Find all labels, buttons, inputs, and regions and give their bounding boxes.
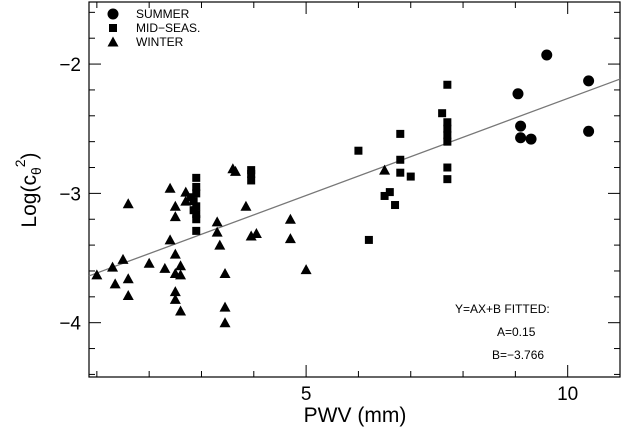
point-mid-seas: [189, 197, 198, 206]
point-mid-seas: [391, 201, 400, 210]
point-mid-seas: [247, 169, 256, 178]
point-winter: [219, 317, 231, 328]
point-winter: [143, 257, 155, 268]
point-mid-seas: [443, 175, 452, 184]
legend-marker-winter: [107, 36, 119, 47]
point-mid-seas: [364, 235, 373, 244]
point-summer: [583, 75, 595, 87]
legend-label-winter: WINTER: [136, 35, 184, 49]
point-mid-seas: [380, 191, 389, 200]
legend-marker-mid-seas: [109, 24, 117, 32]
point-winter: [91, 269, 103, 280]
y-tick-label: −3: [59, 184, 81, 205]
point-winter: [164, 234, 176, 245]
fit-layer: [88, 78, 621, 277]
point-winter: [169, 211, 181, 222]
point-summer: [525, 133, 537, 145]
x-tick-label: 5: [301, 384, 312, 405]
point-winter: [284, 213, 296, 224]
y-axis-title-close: ): [18, 152, 41, 159]
point-winter: [229, 165, 241, 176]
fit-annotation-a: A=0.15: [497, 325, 536, 339]
point-mid-seas: [396, 129, 405, 138]
point-mid-seas: [192, 189, 201, 198]
point-winter: [107, 261, 119, 272]
y-axis-title-sup: 2: [12, 159, 28, 167]
point-winter: [122, 273, 134, 284]
point-mid-seas: [443, 124, 452, 133]
axis-ticks: [89, 2, 621, 377]
point-mid-seas: [247, 176, 256, 185]
point-winter: [117, 253, 129, 264]
y-tick-label: −2: [59, 55, 81, 76]
y-tick-labels: −4 −3 −2: [59, 55, 81, 335]
point-mid-seas: [406, 172, 415, 181]
legend-marker-summer: [107, 8, 119, 20]
point-winter: [240, 200, 252, 211]
point-winter: [219, 268, 231, 279]
point-summer: [583, 125, 595, 137]
point-winter: [379, 164, 391, 175]
point-winter: [122, 290, 134, 301]
y-axis-title: Log(cθ2): [12, 152, 44, 227]
point-winter: [159, 262, 171, 273]
point-mid-seas: [443, 131, 452, 140]
point-winter: [211, 226, 223, 237]
point-winter: [180, 186, 192, 197]
point-summer: [515, 120, 527, 132]
legend-label-summer: SUMMER: [136, 7, 190, 21]
point-summer: [512, 88, 524, 100]
point-winter: [175, 305, 187, 316]
point-mid-seas: [443, 80, 452, 89]
point-winter: [300, 264, 312, 275]
legend-label-mid-seas: MID−SEAS.: [136, 21, 200, 35]
point-winter: [211, 216, 223, 227]
point-mid-seas: [443, 163, 452, 172]
x-tick-labels: 5 10: [301, 384, 578, 405]
point-mid-seas: [192, 173, 201, 182]
point-mid-seas: [192, 226, 201, 235]
point-winter: [175, 260, 187, 271]
point-winter: [169, 286, 181, 297]
point-winter: [250, 227, 262, 238]
point-summer: [515, 132, 527, 144]
point-mid-seas: [438, 109, 447, 118]
point-winter: [169, 293, 181, 304]
y-axis-title-sub: θ: [28, 167, 44, 175]
point-winter: [180, 195, 192, 206]
point-winter: [214, 239, 226, 250]
point-winter: [122, 198, 134, 209]
fit-annotation-b: B=−3.766: [492, 348, 544, 362]
point-mid-seas: [396, 168, 405, 177]
point-winter: [169, 248, 181, 259]
point-summer: [541, 49, 553, 61]
point-mid-seas: [354, 146, 363, 155]
data-points: [91, 49, 595, 328]
fit-line: [88, 78, 621, 277]
point-winter: [219, 301, 231, 312]
point-winter: [164, 182, 176, 193]
point-mid-seas: [443, 137, 452, 146]
y-axis-title-base: Log(c: [18, 175, 41, 228]
point-mid-seas: [192, 182, 201, 191]
y-tick-label: −4: [59, 314, 81, 335]
point-winter: [245, 230, 257, 241]
point-mid-seas: [192, 215, 201, 224]
x-tick-label: 10: [557, 384, 578, 405]
point-winter: [169, 200, 181, 211]
point-mid-seas: [443, 118, 452, 127]
fit-annotation-equation: Y=AX+B FITTED:: [455, 302, 550, 316]
point-winter: [175, 269, 187, 280]
point-mid-seas: [385, 188, 394, 197]
x-axis-title: PWV (mm): [304, 404, 407, 427]
point-mid-seas: [396, 155, 405, 164]
plot-frame: [88, 1, 621, 378]
point-mid-seas: [192, 210, 201, 219]
point-winter: [284, 233, 296, 244]
point-winter: [109, 278, 121, 289]
